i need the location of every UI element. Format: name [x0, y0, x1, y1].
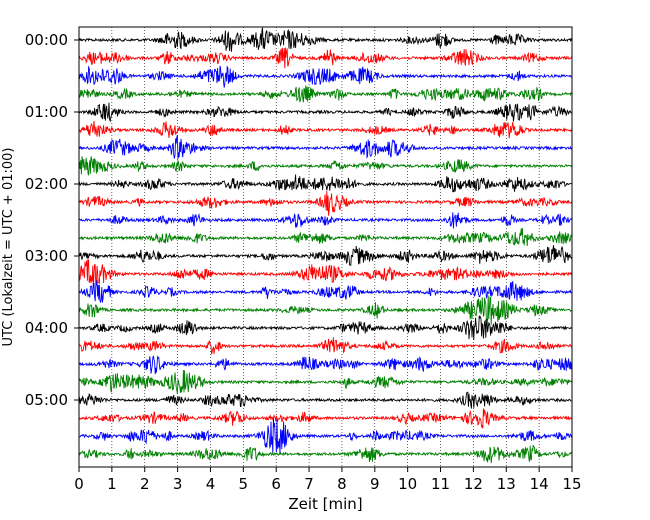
- x-tick-label: 15: [562, 475, 581, 493]
- x-tick-label: 9: [370, 475, 380, 493]
- trace-0330: [78, 280, 572, 304]
- plot-frame: [78, 26, 573, 468]
- trace-0000: [78, 26, 573, 52]
- y-axis-label: UTC (Lokalzeit = UTC + 01:00): [1, 148, 16, 347]
- trace-0030: [78, 65, 572, 88]
- x-tick-label: 7: [304, 475, 314, 493]
- x-tick-label: 2: [140, 475, 150, 493]
- x-tick-label: 12: [464, 475, 483, 493]
- y-tick-label: 04:00: [25, 319, 68, 337]
- trace-0500: [78, 391, 572, 409]
- trace-0130: [78, 134, 572, 160]
- trace-0230: [78, 212, 572, 229]
- x-tick-label: 8: [337, 475, 347, 493]
- x-tick-label: 6: [271, 475, 281, 493]
- y-tick-label: 02:00: [25, 175, 68, 193]
- trace-0345: [78, 295, 572, 325]
- trace-0430: [78, 355, 573, 375]
- trace-layer: [78, 26, 573, 464]
- trace-0515: [78, 408, 572, 429]
- trace-0115: [78, 120, 573, 139]
- trace-0400: [78, 315, 572, 340]
- y-tick-label: 01:00: [25, 103, 68, 121]
- x-tick-label: 11: [431, 475, 450, 493]
- trace-0530: [78, 417, 573, 454]
- y-tick-label: 00:00: [25, 31, 68, 49]
- x-tick-label: 5: [239, 475, 249, 493]
- trace-0200: [78, 174, 572, 193]
- trace-0445: [78, 370, 573, 394]
- trace-0315: [78, 258, 573, 288]
- trace-0100: [78, 102, 572, 123]
- trace-0545: [78, 444, 572, 464]
- y-axis: 00:00 01:00 02:00 03:00 04:00 05:00: [25, 31, 79, 409]
- trace-0300: [78, 245, 573, 266]
- x-axis: 0 1 2 3 4 5 6 7 8 9 10 11 12 13 14 15: [74, 467, 582, 493]
- trace-0045: [78, 85, 572, 103]
- x-tick-label: 13: [497, 475, 516, 493]
- x-tick-label: 14: [530, 475, 549, 493]
- trace-0145: [78, 156, 572, 176]
- x-tick-label: 0: [74, 475, 84, 493]
- trace-0015: [78, 47, 572, 69]
- x-tick-label: 1: [107, 475, 117, 493]
- y-tick-label: 03:00: [25, 247, 68, 265]
- trace-0415: [78, 337, 572, 355]
- x-tick-label: 4: [206, 475, 216, 493]
- y-tick-label: 05:00: [25, 391, 68, 409]
- trace-0215: [78, 190, 573, 216]
- x-tick-label: 10: [398, 475, 417, 493]
- trace-0245: [78, 228, 573, 247]
- x-axis-label: Zeit [min]: [288, 495, 362, 513]
- x-tick-label: 3: [173, 475, 183, 493]
